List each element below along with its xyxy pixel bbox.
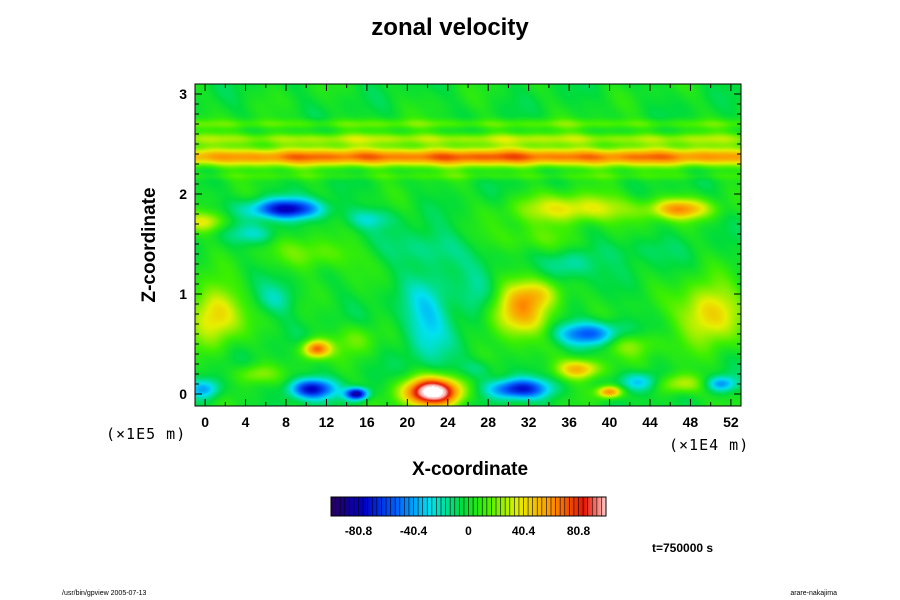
- colorbar-tick-label: 0: [465, 524, 472, 538]
- x-tick-label: 32: [521, 414, 537, 430]
- y-axis: 0 1 2 3: [179, 86, 741, 402]
- x-tick-label: 20: [400, 414, 416, 430]
- y-tick-label: 0: [179, 386, 187, 402]
- colorbar-divisions: [335, 497, 602, 516]
- x-tick-label: 40: [602, 414, 618, 430]
- x-tick-label: 36: [561, 414, 577, 430]
- x-tick-label: 12: [319, 414, 335, 430]
- x-tick-label: 52: [723, 414, 739, 430]
- y-axis-label: Z-coordinate: [139, 187, 160, 303]
- time-annotation: t=750000 s: [652, 541, 714, 555]
- y-tick-label: 3: [179, 86, 187, 102]
- chart-title: zonal velocity: [371, 14, 529, 41]
- colorbar-tick-label: 40.4: [512, 524, 536, 538]
- x-tick-label: 0: [201, 414, 209, 430]
- footer-right: arare-nakajima: [790, 590, 837, 597]
- x-axis-label: X-coordinate: [411, 459, 529, 480]
- x-tick-label: 48: [683, 414, 699, 430]
- heatmap-field: [195, 84, 741, 406]
- x-tick-label: 24: [440, 414, 456, 430]
- z-scale-label: (×1E5 m): [106, 425, 187, 443]
- colorbar-tick-label: -40.4: [400, 524, 428, 538]
- colorbar-tick-label: 80.8: [567, 524, 591, 538]
- x-tick-label: 4: [242, 414, 250, 430]
- y-tick-label: 1: [179, 286, 187, 302]
- x-tick-label: 8: [282, 414, 290, 430]
- y-tick-label: 2: [179, 186, 187, 202]
- x-tick-label: 16: [359, 414, 375, 430]
- x-tick-label: 44: [642, 414, 658, 430]
- x-axis: 0 4 8 12 16 20 24 28 32 36 40 44 48 52: [201, 84, 739, 430]
- x-scale-label: (×1E4 m): [669, 436, 750, 454]
- footer-left: /usr/bin/gpview 2005-07-13: [62, 590, 147, 597]
- colorbar-tick-label: -80.8: [345, 524, 373, 538]
- colorbar-ticks: -80.8 -40.4 0 40.4 80.8: [345, 524, 591, 538]
- colorbar-frame: [330, 496, 607, 517]
- x-tick-label: 28: [480, 414, 496, 430]
